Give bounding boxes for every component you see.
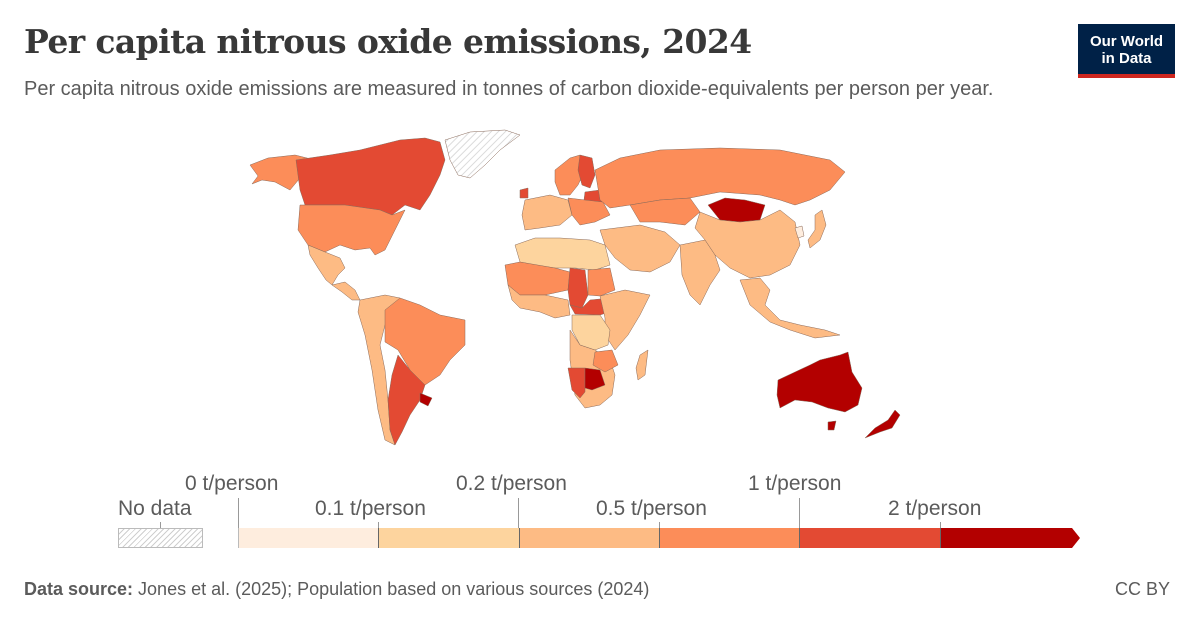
country-madagascar[interactable]: [635, 349, 649, 381]
region-middle-east[interactable]: [599, 224, 681, 273]
legend-tick-line: [799, 498, 800, 528]
region-scandinavia[interactable]: [554, 154, 586, 196]
country-ireland[interactable]: [519, 187, 529, 199]
country-brazil[interactable]: [384, 297, 466, 386]
legend-tick-label-1: 1 t/person: [748, 472, 842, 495]
country-new-zealand[interactable]: [864, 409, 901, 439]
legend-tick-label-0-1: 0.1 t/person: [315, 497, 426, 520]
legend-tick-label-0-5: 0.5 t/person: [596, 497, 707, 520]
legend-tick-label-2: 2 t/person: [888, 497, 982, 520]
country-kazakhstan[interactable]: [629, 197, 701, 226]
legend-tick-line: [378, 522, 379, 528]
legend-bin-0.5-1[interactable]: [659, 528, 799, 548]
chart-title: Per capita nitrous oxide emissions, 2024: [24, 22, 752, 61]
country-namibia[interactable]: [567, 367, 586, 399]
data-source: Data source: Jones et al. (2025); Popula…: [24, 579, 649, 600]
country-japan[interactable]: [807, 209, 827, 249]
legend-bin-0.1-0.2[interactable]: [378, 528, 519, 548]
country-botswana[interactable]: [584, 367, 606, 391]
legend-no-data-tick: [160, 522, 161, 528]
legend-bin-0.2-0.5[interactable]: [519, 528, 659, 548]
owid-logo[interactable]: Our World in Data: [1078, 24, 1175, 78]
legend-no-data-swatch[interactable]: [118, 528, 203, 548]
chart-subtitle: Per capita nitrous oxide emissions are m…: [24, 78, 994, 100]
legend-bin-2-plus[interactable]: [940, 528, 1082, 548]
region-southeast-asia[interactable]: [739, 277, 841, 339]
country-uruguay[interactable]: [419, 392, 433, 407]
data-source-text: Jones et al. (2025); Population based on…: [133, 579, 650, 599]
data-source-label: Data source:: [24, 579, 134, 599]
license-link[interactable]: CC BY: [1114, 579, 1170, 599]
country-canada[interactable]: [295, 137, 446, 216]
world-map[interactable]: [195, 128, 915, 458]
legend-bin-1-2[interactable]: [799, 528, 940, 548]
country-zambia-zimbabwe[interactable]: [592, 349, 619, 373]
color-legend: No data 0 t/person 0.1 t/person 0.2 t/pe…: [0, 460, 1200, 560]
country-india[interactable]: [679, 239, 721, 306]
country-argentina[interactable]: [387, 354, 426, 446]
legend-tick-line: [659, 522, 660, 528]
legend-tick-line: [940, 522, 941, 528]
legend-tick-line: [238, 498, 239, 528]
legend-no-data-label: No data: [118, 497, 192, 520]
region-central-america[interactable]: [331, 281, 361, 301]
region-western-europe[interactable]: [521, 194, 573, 231]
legend-tick-label-0-2: 0.2 t/person: [456, 472, 567, 495]
country-mexico[interactable]: [307, 244, 346, 286]
country-tasmania[interactable]: [827, 420, 837, 431]
legend-bin-0-0.1[interactable]: [238, 528, 378, 548]
country-australia[interactable]: [776, 351, 863, 413]
logo-line-1: Our World: [1089, 33, 1164, 50]
country-south-korea[interactable]: [794, 225, 805, 239]
country-russia[interactable]: [594, 147, 846, 209]
region-eastern-europe[interactable]: [567, 197, 611, 226]
legend-tick-label-0: 0 t/person: [185, 472, 279, 495]
country-finland[interactable]: [577, 154, 596, 189]
country-greenland[interactable]: [444, 129, 521, 179]
country-dr-congo[interactable]: [571, 314, 611, 351]
country-chad[interactable]: [567, 267, 589, 309]
logo-line-2: in Data: [1101, 50, 1152, 67]
legend-tick-line: [518, 498, 519, 528]
region-west-africa-coast[interactable]: [507, 284, 571, 319]
country-sudan[interactable]: [587, 267, 616, 297]
